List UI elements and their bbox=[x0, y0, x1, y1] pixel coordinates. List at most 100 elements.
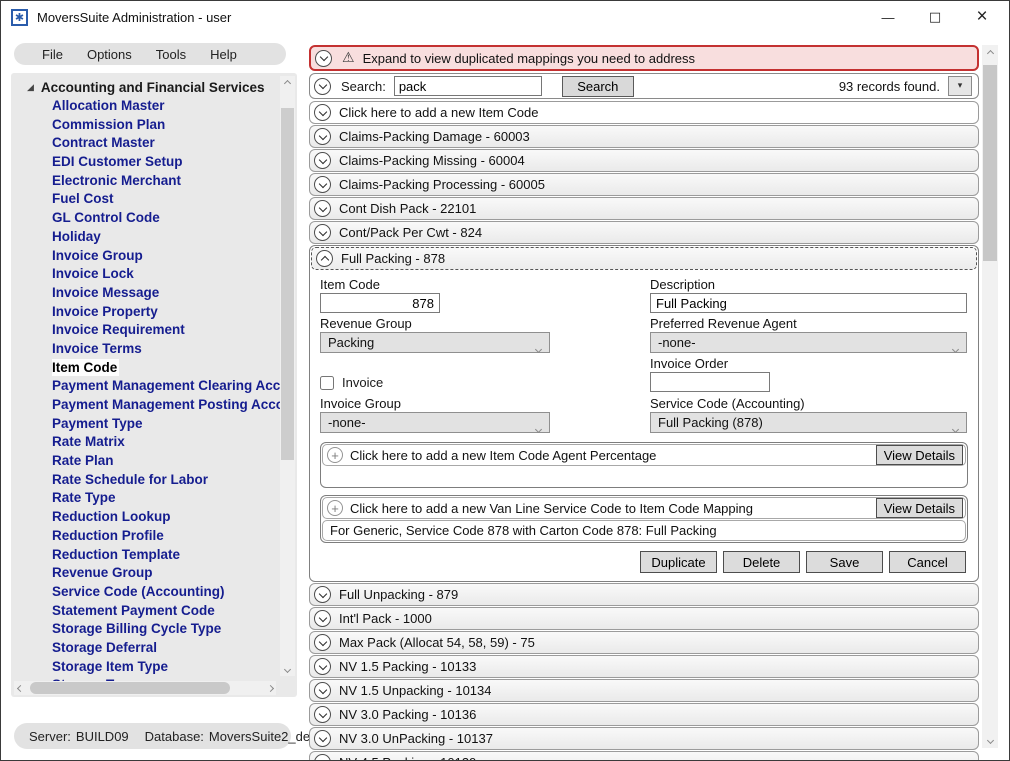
sidebar-horizontal-scrollbar[interactable] bbox=[14, 681, 276, 695]
item-code-row[interactable]: Claims-Packing Missing - 60004 bbox=[309, 149, 979, 172]
sidebar-item-rate-type[interactable]: Rate Type bbox=[52, 490, 116, 506]
expand-chevron-icon[interactable] bbox=[314, 706, 331, 723]
add-item-code-row[interactable]: Click here to add a new Item Code bbox=[309, 101, 979, 124]
sidebar-item-payment-type[interactable]: Payment Type bbox=[52, 415, 143, 431]
sidebar-item-edi-customer-setup[interactable]: EDI Customer Setup bbox=[52, 154, 183, 170]
expand-chevron-icon[interactable] bbox=[314, 634, 331, 651]
sidebar-vertical-scrollbar[interactable] bbox=[280, 76, 295, 676]
sidebar-item-statement-payment-code[interactable]: Statement Payment Code bbox=[52, 602, 215, 618]
expand-chevron-icon[interactable] bbox=[314, 658, 331, 675]
scroll-up-icon[interactable] bbox=[281, 77, 293, 89]
expand-chevron-icon[interactable] bbox=[314, 176, 331, 193]
sidebar-item-holiday[interactable]: Holiday bbox=[52, 228, 101, 244]
sidebar-item-invoice-property[interactable]: Invoice Property bbox=[52, 303, 158, 319]
menu-tools[interactable]: Tools bbox=[155, 46, 187, 62]
collapse-chevron-icon[interactable] bbox=[316, 250, 333, 267]
results-dropdown-button[interactable]: ▾ bbox=[948, 76, 972, 96]
scroll-left-icon[interactable] bbox=[14, 682, 26, 694]
vanline-mapping-row[interactable]: For Generic, Service Code 878 with Carto… bbox=[322, 520, 966, 541]
tree-root[interactable]: ◢ Accounting and Financial Services bbox=[11, 73, 297, 97]
invoice-checkbox[interactable] bbox=[320, 375, 334, 390]
sidebar-item-invoice-lock[interactable]: Invoice Lock bbox=[52, 266, 134, 282]
expand-chevron-icon[interactable] bbox=[314, 152, 331, 169]
sidebar-item-storage-item-type[interactable]: Storage Item Type bbox=[52, 658, 169, 674]
item-code-row[interactable]: Full Unpacking - 879 bbox=[309, 583, 979, 606]
item-code-row[interactable]: Cont Dish Pack - 22101 bbox=[309, 197, 979, 220]
sidebar-item-electronic-merchant[interactable]: Electronic Merchant bbox=[52, 172, 182, 188]
invoice-order-input[interactable] bbox=[650, 372, 770, 392]
maximize-button-icon[interactable]: □ bbox=[928, 9, 942, 25]
expand-chevron-icon[interactable] bbox=[314, 128, 331, 145]
description-input[interactable] bbox=[650, 293, 967, 313]
item-code-row[interactable]: NV 1.5 Packing - 10133 bbox=[309, 655, 979, 678]
vanline-view-details-button[interactable]: View Details bbox=[875, 498, 963, 518]
expand-chevron-icon[interactable] bbox=[314, 682, 331, 699]
minimize-button-icon[interactable]: — bbox=[881, 9, 895, 25]
agent-view-details-button[interactable]: View Details bbox=[875, 445, 963, 465]
expand-chevron-icon[interactable] bbox=[314, 730, 331, 747]
sidebar-item-rate-schedule-labor[interactable]: Rate Schedule for Labor bbox=[52, 471, 209, 487]
expand-chevron-icon[interactable] bbox=[314, 224, 331, 241]
search-input[interactable] bbox=[393, 76, 542, 96]
menu-options[interactable]: Options bbox=[86, 46, 132, 62]
preferred-revenue-agent-select[interactable]: -none- bbox=[650, 332, 967, 354]
expand-chevron-icon[interactable] bbox=[314, 610, 331, 627]
sidebar-item-revenue-group[interactable]: Revenue Group bbox=[52, 565, 153, 581]
sidebar-item-rate-plan[interactable]: Rate Plan bbox=[52, 453, 114, 469]
item-code-row[interactable]: NV 3.0 UnPacking - 10137 bbox=[309, 727, 979, 750]
sidebar-item-rate-matrix[interactable]: Rate Matrix bbox=[52, 434, 125, 450]
main-vertical-scrollbar[interactable] bbox=[982, 45, 998, 748]
expand-chevron-icon[interactable] bbox=[314, 586, 331, 603]
sidebar-item-allocation-master[interactable]: Allocation Master bbox=[52, 98, 165, 113]
expand-chevron-icon[interactable] bbox=[314, 200, 331, 217]
sidebar-item-invoice-message[interactable]: Invoice Message bbox=[52, 284, 160, 300]
invoice-group-select[interactable]: -none- bbox=[320, 412, 550, 434]
scroll-down-icon[interactable] bbox=[281, 663, 293, 675]
duplicate-mappings-warning-bar[interactable]: ⚠ Expand to view duplicated mappings you… bbox=[309, 45, 979, 71]
item-code-input[interactable] bbox=[320, 293, 440, 313]
revenue-group-select[interactable]: Packing bbox=[320, 332, 550, 354]
scroll-up-icon[interactable] bbox=[984, 47, 996, 59]
sidebar-item-invoice-requirement[interactable]: Invoice Requirement bbox=[52, 322, 185, 338]
expand-chevron-icon[interactable] bbox=[314, 104, 331, 121]
close-button-icon[interactable]: × bbox=[976, 6, 988, 27]
main-vscroll-thumb[interactable] bbox=[983, 65, 997, 261]
item-code-row[interactable]: NV 4.5 Packing - 10139 bbox=[309, 751, 979, 760]
sidebar-item-system-email[interactable]: System Email bbox=[52, 695, 297, 697]
sidebar-item-payment-mgmt-clearing[interactable]: Payment Management Clearing Acc bbox=[52, 378, 281, 394]
expand-chevron-icon[interactable] bbox=[314, 754, 331, 760]
item-code-row[interactable]: Cont/Pack Per Cwt - 824 bbox=[309, 221, 979, 244]
item-code-row[interactable]: NV 1.5 Unpacking - 10134 bbox=[309, 679, 979, 702]
sidebar-item-storage-billing-cycle[interactable]: Storage Billing Cycle Type bbox=[52, 621, 222, 637]
add-agent-percentage-row[interactable]: + Click here to add a new Item Code Agen… bbox=[322, 444, 966, 466]
menu-help[interactable]: Help bbox=[210, 46, 237, 62]
sidebar-item-reduction-template[interactable]: Reduction Template bbox=[52, 546, 181, 562]
sidebar-item-commission-plan[interactable]: Commission Plan bbox=[52, 116, 166, 132]
sidebar-item-contract-master[interactable]: Contract Master bbox=[52, 135, 155, 151]
sidebar-hscroll-thumb[interactable] bbox=[30, 682, 230, 694]
delete-button[interactable]: Delete bbox=[723, 551, 800, 573]
sidebar-item-reduction-lookup[interactable]: Reduction Lookup bbox=[52, 509, 171, 525]
service-code-accounting-select[interactable]: Full Packing (878) bbox=[650, 412, 967, 434]
expand-chevron-icon[interactable] bbox=[314, 77, 331, 95]
sidebar-item-invoice-terms[interactable]: Invoice Terms bbox=[52, 340, 142, 356]
sidebar-item-gl-control-code[interactable]: GL Control Code bbox=[52, 210, 160, 226]
tree-collapse-triangle-icon[interactable]: ◢ bbox=[27, 82, 34, 93]
sidebar-vscroll-thumb[interactable] bbox=[281, 108, 294, 460]
sidebar-item-invoice-group[interactable]: Invoice Group bbox=[52, 247, 143, 263]
sidebar-item-service-code-accounting[interactable]: Service Code (Accounting) bbox=[52, 583, 225, 599]
expand-chevron-icon[interactable] bbox=[315, 49, 332, 67]
item-code-row[interactable]: Claims-Packing Processing - 60005 bbox=[309, 173, 979, 196]
expanded-item-header[interactable]: Full Packing - 878 bbox=[311, 247, 977, 270]
sidebar-item-item-code-selected[interactable]: Item Code bbox=[52, 358, 297, 378]
item-code-row[interactable]: Int'l Pack - 1000 bbox=[309, 607, 979, 630]
cancel-button[interactable]: Cancel bbox=[889, 551, 966, 573]
scroll-right-icon[interactable] bbox=[264, 682, 276, 694]
search-button[interactable]: Search bbox=[561, 75, 634, 97]
sidebar-item-fuel-cost[interactable]: Fuel Cost bbox=[52, 191, 114, 207]
item-code-row[interactable]: Claims-Packing Damage - 60003 bbox=[309, 125, 979, 148]
sidebar-item-storage-deferral[interactable]: Storage Deferral bbox=[52, 639, 158, 655]
item-code-row[interactable]: Max Pack (Allocat 54, 58, 59) - 75 bbox=[309, 631, 979, 654]
menu-file[interactable]: File bbox=[42, 46, 63, 62]
save-button[interactable]: Save bbox=[806, 551, 883, 573]
